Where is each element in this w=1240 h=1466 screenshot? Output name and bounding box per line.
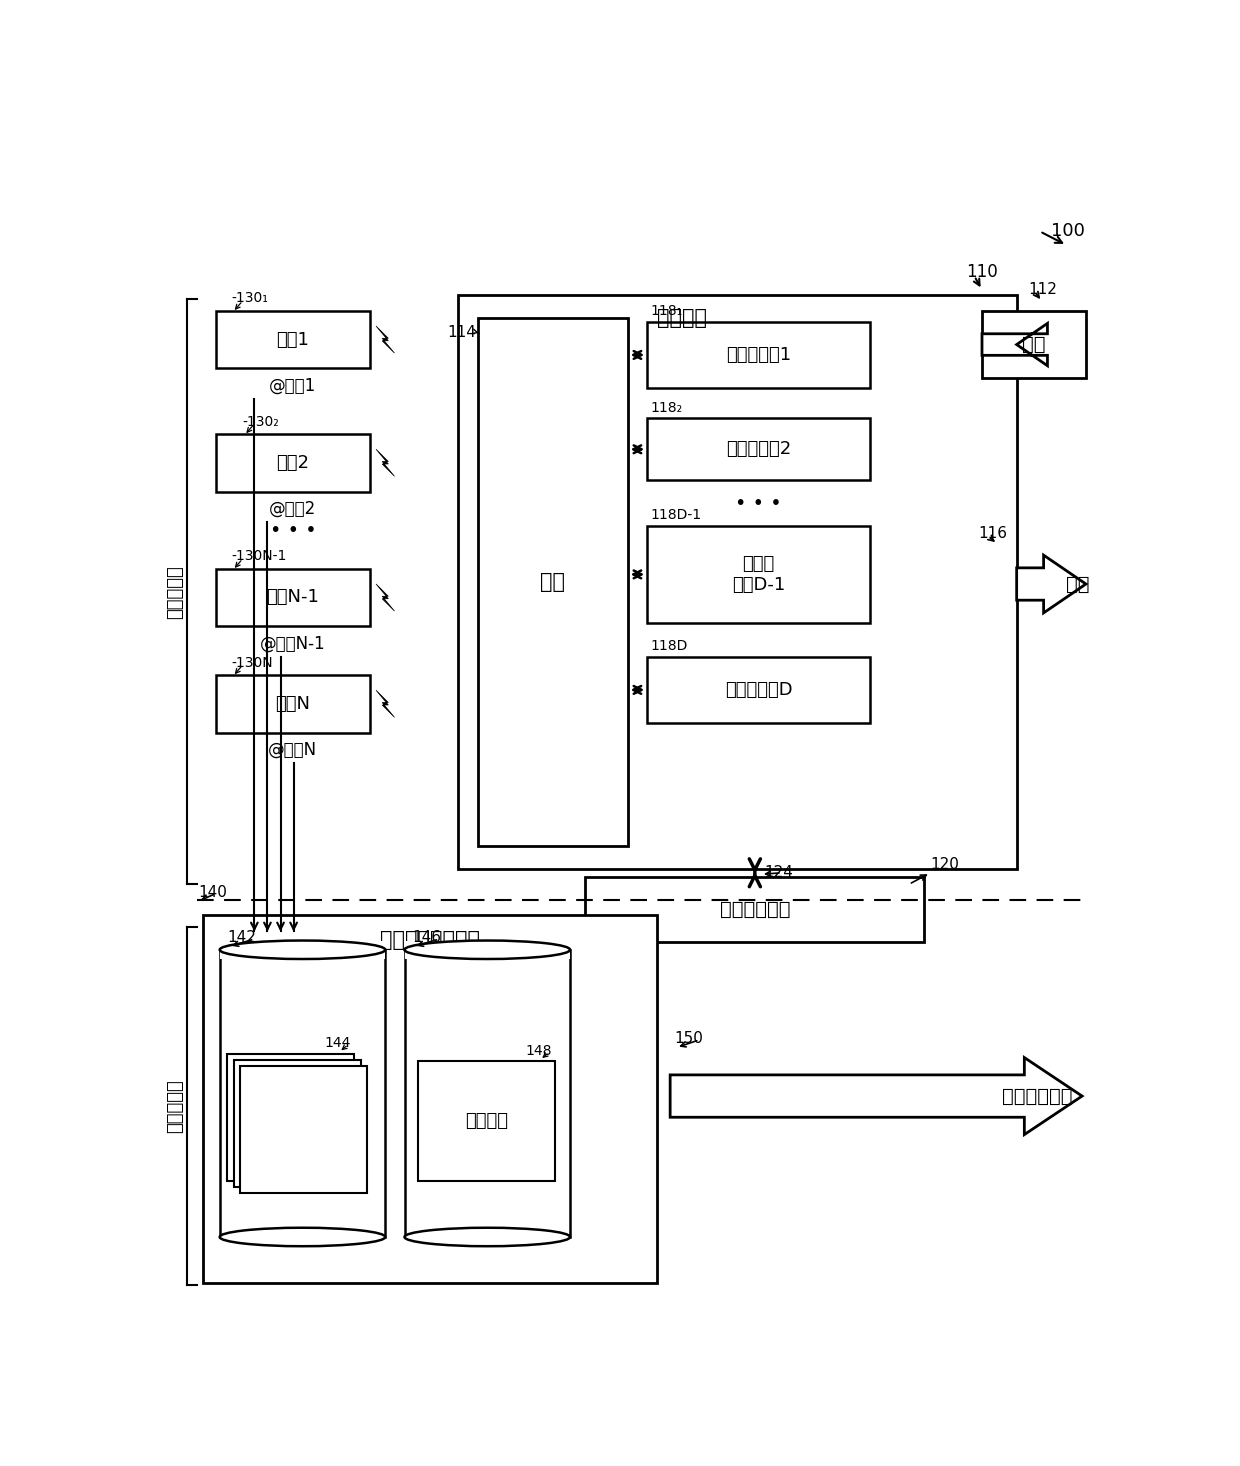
FancyBboxPatch shape [982,311,1086,378]
Text: 100: 100 [1052,223,1085,240]
Ellipse shape [219,941,386,959]
Text: 加工清单: 加工清单 [465,1113,508,1130]
Text: 142: 142 [227,929,257,946]
FancyBboxPatch shape [647,526,870,623]
Text: 144: 144 [324,1036,351,1050]
FancyBboxPatch shape [404,941,570,959]
Text: 110: 110 [967,264,998,281]
Text: 材料: 材料 [1022,336,1045,355]
Text: 118D: 118D [651,639,688,654]
Ellipse shape [219,1227,386,1246]
Text: 112: 112 [1028,283,1056,298]
FancyBboxPatch shape [459,295,1017,869]
Text: 物理过程域: 物理过程域 [166,564,184,619]
Text: 相机N: 相机N [275,695,310,712]
FancyBboxPatch shape [404,959,570,1237]
Ellipse shape [404,1227,570,1246]
FancyBboxPatch shape [216,434,370,491]
Text: 114: 114 [448,325,476,340]
Polygon shape [376,690,394,717]
Text: -130N: -130N [231,655,273,670]
Text: 数字跟踪记录: 数字跟踪记录 [1002,1086,1073,1105]
Text: -130N-1: -130N-1 [231,550,286,563]
Text: 148: 148 [525,1044,552,1057]
FancyBboxPatch shape [216,311,370,368]
Text: 传感器设备1: 传感器设备1 [727,346,791,364]
Text: 工业设备: 工业设备 [657,308,707,328]
FancyBboxPatch shape [216,569,370,626]
FancyBboxPatch shape [219,959,386,1237]
Text: 相机N-1: 相机N-1 [267,588,319,607]
Polygon shape [982,324,1048,365]
Text: -130₂: -130₂ [243,415,279,428]
Polygon shape [1017,556,1086,613]
Text: 相机2: 相机2 [277,454,309,472]
Text: 传感器
设备D-1: 传感器 设备D-1 [732,556,785,594]
Polygon shape [670,1057,1083,1135]
FancyBboxPatch shape [233,1060,361,1187]
Text: 124: 124 [764,865,792,880]
Text: 118D-1: 118D-1 [651,509,702,522]
Text: • • •: • • • [735,494,782,513]
Text: 116: 116 [978,526,1007,541]
Text: 过程控制系统: 过程控制系统 [719,900,790,919]
Text: 相机1: 相机1 [277,330,309,349]
Polygon shape [376,449,394,476]
Text: 150: 150 [675,1031,703,1045]
Text: 118₂: 118₂ [651,400,683,415]
Text: 120: 120 [930,856,960,872]
Text: 产品: 产品 [1066,575,1090,594]
Text: 传感器设备2: 传感器设备2 [727,440,791,459]
FancyBboxPatch shape [418,1061,556,1180]
Text: 硬件: 硬件 [541,572,565,592]
FancyBboxPatch shape [585,877,924,943]
FancyBboxPatch shape [219,941,386,959]
Polygon shape [376,583,394,611]
Text: @位置N-1: @位置N-1 [260,635,326,652]
Text: 追踪和跟踪性引擎: 追踪和跟踪性引擎 [379,929,480,950]
Text: 146: 146 [412,929,441,946]
Text: 数字副本域: 数字副本域 [166,1079,184,1133]
FancyBboxPatch shape [227,1054,355,1180]
FancyBboxPatch shape [647,323,870,387]
FancyBboxPatch shape [203,915,657,1283]
Text: 140: 140 [198,884,227,900]
Text: 视频片段: 视频片段 [275,1116,319,1133]
Text: 传感器设备D: 传感器设备D [725,680,792,699]
FancyBboxPatch shape [216,674,370,733]
Text: @位置2: @位置2 [269,500,316,517]
FancyBboxPatch shape [477,318,627,846]
Ellipse shape [404,941,570,959]
FancyBboxPatch shape [239,1066,367,1193]
FancyBboxPatch shape [647,418,870,479]
FancyBboxPatch shape [647,657,870,723]
Text: • • •: • • • [269,520,316,539]
Text: @位置1: @位置1 [269,377,316,394]
Text: -130₁: -130₁ [231,292,268,305]
Polygon shape [376,325,394,353]
Text: 118₁: 118₁ [651,305,683,318]
Text: @位置N: @位置N [268,740,317,758]
